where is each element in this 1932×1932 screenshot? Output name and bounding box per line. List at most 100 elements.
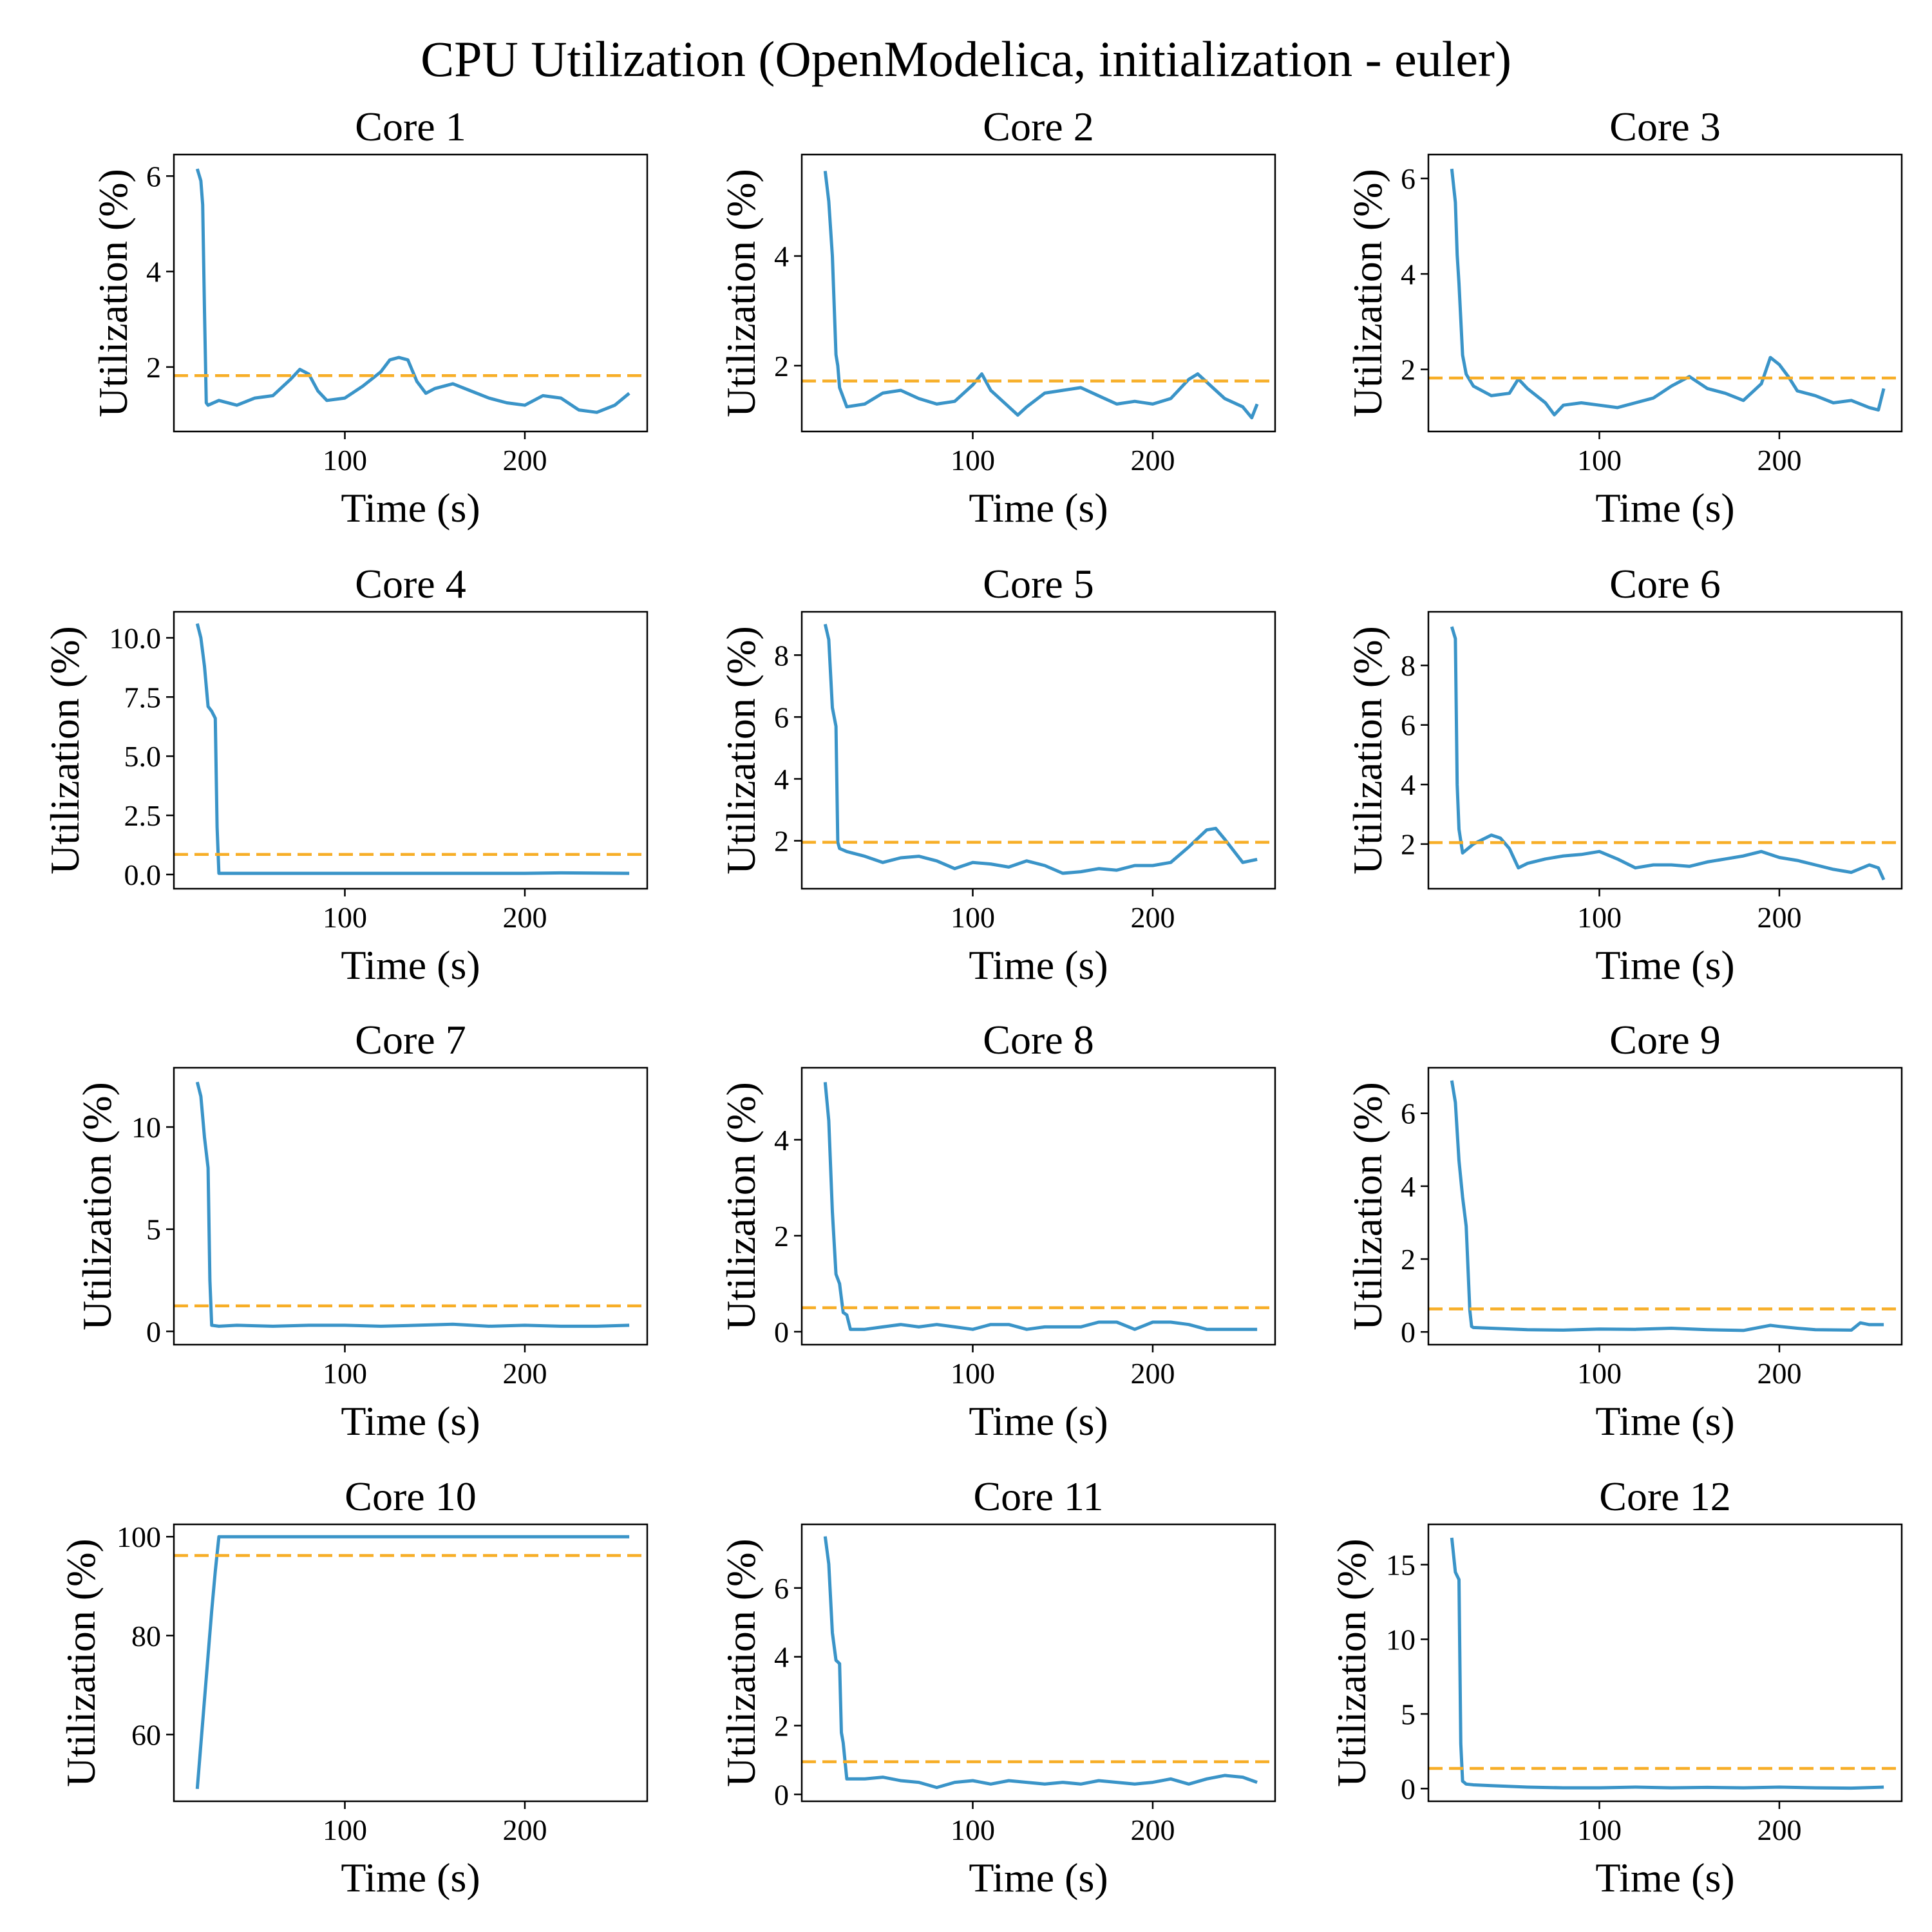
y-tick-label: 2 — [774, 825, 789, 858]
y-tick-label: 6 — [1401, 1097, 1416, 1130]
x-tick-label: 200 — [1130, 1814, 1175, 1846]
subplot-core-7: Core 7 100 200 0 5 10 Time (s) Utilization (%) — [74, 1017, 649, 1444]
x-tick-label: 200 — [1130, 444, 1175, 477]
y-tick-label: 5 — [146, 1213, 161, 1246]
y-tick-label: 4 — [774, 762, 789, 795]
y-tick-label: 10 — [131, 1111, 161, 1144]
x-axis-label: Time (s) — [341, 1398, 480, 1444]
y-tick-label: 2 — [774, 1709, 789, 1742]
subplot-title: Core 11 — [973, 1473, 1103, 1519]
y-tick-label: 4 — [774, 240, 789, 273]
y-axis-label: Utilization (%) — [718, 1539, 764, 1787]
y-tick-label: 10.0 — [109, 621, 162, 654]
subplot-core-6: Core 6 100 200 2 4 6 8 Time (s) Utilization (%) — [1345, 561, 1903, 988]
y-tick-label: 4 — [1401, 1170, 1416, 1203]
x-tick-label: 100 — [1577, 901, 1622, 934]
y-tick-label: 4 — [1401, 258, 1416, 290]
subplot-core-11: Core 11 100 200 0 2 4 6 Time (s) Utilization (%) — [718, 1473, 1276, 1900]
subplot-title: Core 9 — [1609, 1017, 1720, 1063]
y-tick-label: 0.0 — [124, 858, 162, 891]
plot-frame — [800, 1066, 1276, 1346]
utilization-line — [823, 1536, 1258, 1790]
plot-frame — [173, 153, 649, 433]
y-tick-label: 6 — [146, 160, 161, 193]
y-tick-label: 100 — [117, 1520, 161, 1553]
subplot-title: Core 5 — [983, 561, 1094, 607]
x-axis-label: Time (s) — [969, 1855, 1108, 1900]
plot-frame — [1427, 1066, 1903, 1346]
y-tick-label: 0 — [1401, 1772, 1416, 1805]
x-axis-label: Time (s) — [1595, 942, 1734, 988]
y-tick-label: 4 — [774, 1124, 789, 1157]
plot-frame — [800, 1523, 1276, 1803]
x-tick-label: 200 — [502, 444, 547, 477]
y-tick-label: 2 — [1401, 828, 1416, 861]
x-axis-label: Time (s) — [341, 485, 480, 531]
utilization-line — [823, 171, 1259, 420]
plot-frame — [800, 153, 1276, 433]
y-tick-label: 15 — [1386, 1549, 1416, 1582]
x-tick-label: 100 — [951, 901, 995, 934]
subplot-core-3: Core 3 100 200 2 4 6 Time (s) Utilization (%) — [1345, 104, 1903, 531]
y-tick-label: 4 — [774, 1641, 789, 1674]
x-tick-label: 200 — [1130, 901, 1175, 934]
figure-title: CPU Utilization (OpenModelica, initializ… — [421, 31, 1511, 87]
y-axis-label: Utilization (%) — [1329, 1539, 1374, 1787]
x-tick-label: 100 — [323, 901, 367, 934]
x-tick-label: 100 — [1577, 1357, 1622, 1390]
plot-frame — [173, 1066, 649, 1346]
x-tick-label: 100 — [323, 444, 367, 477]
y-tick-label: 0 — [1401, 1316, 1416, 1349]
plot-frame — [1427, 1523, 1903, 1803]
y-axis-label: Utilization (%) — [1345, 626, 1390, 875]
y-tick-label: 2 — [774, 1220, 789, 1253]
plot-frame — [173, 1523, 649, 1803]
utilization-line — [823, 623, 1258, 875]
subplot-title: Core 3 — [1609, 104, 1720, 149]
utilization-line — [195, 1081, 630, 1328]
plot-frame — [800, 611, 1276, 890]
x-tick-label: 100 — [323, 1814, 367, 1846]
x-tick-label: 200 — [1757, 901, 1801, 934]
subplot-title: Core 2 — [983, 104, 1094, 149]
x-tick-label: 200 — [1130, 1357, 1175, 1390]
subplot-core-1: Core 1 100 200 2 4 6 Time (s) Utilization (%) — [90, 104, 649, 531]
y-tick-label: 8 — [1401, 649, 1416, 682]
y-tick-label: 6 — [1401, 709, 1416, 742]
y-tick-label: 6 — [1401, 162, 1416, 195]
y-axis-label: Utilization (%) — [58, 1539, 104, 1787]
subplot-core-5: Core 5 100 200 2 4 6 8 Time (s) Utilization (%) — [718, 561, 1276, 988]
x-axis-label: Time (s) — [341, 1855, 480, 1900]
x-axis-label: Time (s) — [969, 1398, 1108, 1444]
x-axis-label: Time (s) — [1595, 1855, 1734, 1900]
y-axis-label: Utilization (%) — [718, 169, 764, 417]
y-tick-label: 0 — [146, 1315, 161, 1348]
x-axis-label: Time (s) — [969, 485, 1108, 531]
subplot-core-12: Core 12 100 200 0 5 10 15 Time (s) Utilization (… — [1329, 1473, 1903, 1900]
utilization-line — [823, 1082, 1258, 1331]
y-axis-label: Utilization (%) — [90, 169, 136, 417]
y-tick-label: 5.0 — [124, 740, 162, 773]
utilization-line — [195, 623, 630, 875]
x-tick-label: 100 — [951, 1357, 995, 1390]
y-tick-label: 2 — [1401, 354, 1416, 386]
subplot-title: Core 12 — [1599, 1473, 1730, 1519]
subplot-title: Core 7 — [355, 1017, 466, 1063]
x-tick-label: 100 — [1577, 444, 1622, 477]
subplot-title: Core 8 — [983, 1017, 1094, 1063]
y-tick-label: 2 — [774, 350, 789, 383]
y-tick-label: 2.5 — [124, 799, 162, 832]
y-axis-label: Utilization (%) — [718, 626, 764, 875]
x-tick-label: 200 — [1757, 444, 1801, 477]
y-tick-label: 8 — [774, 639, 789, 672]
x-tick-label: 100 — [323, 1357, 367, 1390]
y-tick-label: 10 — [1386, 1623, 1416, 1656]
y-axis-label: Utilization (%) — [1345, 1082, 1390, 1331]
y-tick-label: 0 — [774, 1778, 789, 1811]
x-tick-label: 100 — [951, 1814, 995, 1846]
y-tick-label: 0 — [774, 1316, 789, 1349]
subplot-title: Core 10 — [345, 1473, 476, 1519]
y-tick-label: 6 — [774, 701, 789, 734]
